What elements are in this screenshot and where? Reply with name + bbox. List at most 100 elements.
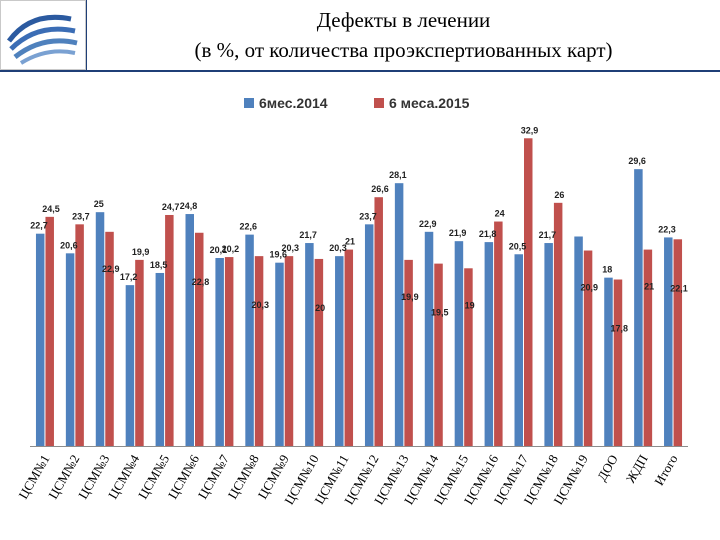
data-label-1-9: 19,6	[269, 250, 287, 260]
bar-2-19	[583, 250, 593, 446]
data-label-1-20: 18	[602, 265, 612, 275]
bar-chart: 6мес.2014 6 меса.2015 22,7 24,5 20,6 23,7 25 22…	[15, 95, 688, 507]
data-label-1-7: 20,1	[210, 245, 228, 255]
data-label-1-18: 21,7	[539, 230, 557, 240]
data-label-2-21: 21	[644, 282, 654, 292]
data-label-2-3: 22,9	[102, 264, 120, 274]
bar-2-14	[434, 263, 443, 446]
data-label-1-2: 20,6	[60, 240, 78, 250]
page-subtitle: (в %, от количества проэкспертиованных к…	[194, 38, 613, 62]
data-label-1-6: 24,8	[180, 201, 198, 211]
bar-2-4	[135, 259, 144, 446]
bar-2-9	[284, 256, 294, 446]
bar-1-5	[155, 272, 165, 446]
bar-1-17	[514, 254, 523, 446]
bar-1-12	[364, 224, 374, 446]
data-label-2-22: 22,1	[670, 283, 688, 293]
data-label-1-21: 29,6	[628, 156, 646, 166]
data-label-2-1: 24,5	[42, 204, 60, 214]
data-label-1-4: 17,2	[120, 272, 138, 282]
bar-2-5	[165, 214, 174, 446]
data-label-2-8: 20,3	[252, 300, 270, 310]
bar-1-4	[125, 285, 135, 446]
data-label-2-7: 20,2	[222, 244, 240, 254]
bar-2-10	[314, 258, 324, 446]
header-bar: Дефекты в лечении (в %, от количества пр…	[0, 0, 720, 72]
bar-1-22	[664, 237, 673, 446]
logo-emblem-icon	[6, 14, 78, 65]
data-label-1-14: 22,9	[419, 219, 437, 229]
data-label-1-5: 18,5	[150, 260, 168, 270]
data-label-2-11: 21	[345, 237, 355, 247]
data-label-1-15: 21,9	[449, 228, 467, 238]
bar-1-7	[215, 258, 224, 446]
data-label-2-10: 20	[315, 303, 325, 313]
data-label-2-14: 19,5	[431, 308, 449, 318]
bar-1-9	[275, 262, 284, 446]
bar-1-18	[544, 243, 553, 446]
data-label-1-16: 21,8	[479, 229, 497, 239]
bar-1-14	[424, 231, 434, 446]
legend-swatch-2	[374, 98, 384, 108]
data-label-1-12: 23,7	[359, 211, 377, 221]
bar-1-10	[305, 243, 314, 446]
data-label-1-17: 20,5	[509, 241, 527, 251]
category-label-20: ДОО	[594, 452, 621, 483]
bar-2-6	[195, 232, 204, 446]
data-label-1-11: 20,3	[329, 243, 347, 253]
data-label-2-16: 24	[495, 209, 505, 219]
data-label-2-2: 23,7	[72, 211, 90, 221]
data-label-2-12: 26,6	[371, 184, 389, 194]
bar-1-3	[95, 212, 105, 446]
data-label-1-1: 22,7	[30, 221, 48, 231]
bar-2-2	[75, 224, 84, 446]
legend-label-2: 6 меса.2015	[389, 95, 470, 111]
data-label-2-4: 19,9	[132, 247, 150, 257]
data-label-1-8: 22,6	[240, 222, 258, 232]
bar-2-8	[254, 256, 264, 446]
category-label-21: ЖДП	[623, 452, 651, 485]
data-label-2-20: 17,8	[610, 324, 628, 334]
data-label-2-18: 26	[554, 190, 564, 200]
bar-1-8	[245, 234, 254, 446]
bar-1-11	[335, 256, 344, 446]
bar-1-20	[604, 277, 613, 446]
bar-1-19	[574, 236, 583, 446]
bar-1-6	[185, 214, 194, 446]
data-label-2-6: 22,8	[192, 277, 210, 287]
category-label-22: Итого	[651, 452, 680, 488]
data-label-2-13: 19,9	[401, 292, 419, 302]
data-label-1-13: 28,1	[389, 170, 407, 180]
bar-2-11	[344, 249, 354, 446]
bar-2-7	[224, 257, 234, 446]
bar-1-1	[35, 233, 45, 446]
bar-1-21	[634, 169, 643, 446]
bar-1-2	[65, 253, 75, 446]
bar-2-16	[494, 221, 503, 446]
title-area: Дефекты в лечении (в %, от количества пр…	[87, 0, 720, 70]
data-label-2-5: 24,7	[162, 202, 180, 212]
bar-2-3	[105, 231, 114, 446]
data-label-1-10: 21,7	[299, 230, 317, 240]
logo	[0, 0, 86, 70]
legend-label-1: 6мес.2014	[259, 95, 328, 111]
page-title: Дефекты в лечении	[316, 8, 491, 32]
data-label-2-19: 20,9	[581, 283, 599, 293]
bar-2-15	[464, 268, 473, 446]
bar-2-20	[613, 279, 623, 446]
bar-2-18	[553, 202, 563, 446]
data-label-2-15: 19	[465, 300, 475, 310]
bar-1-15	[454, 241, 464, 446]
bar-1-13	[394, 183, 404, 446]
bar-2-1	[45, 216, 54, 446]
legend-swatch-1	[244, 98, 254, 108]
bar-2-21	[643, 249, 653, 446]
data-label-1-3: 25	[94, 199, 104, 209]
bar-2-22	[673, 239, 683, 446]
bar-2-12	[374, 197, 383, 446]
bar-2-17	[524, 138, 533, 446]
data-label-1-22: 22,3	[658, 224, 676, 234]
data-label-2-17: 32,9	[521, 125, 539, 135]
bar-1-16	[484, 242, 494, 446]
data-label-2-9: 20,3	[281, 243, 299, 253]
